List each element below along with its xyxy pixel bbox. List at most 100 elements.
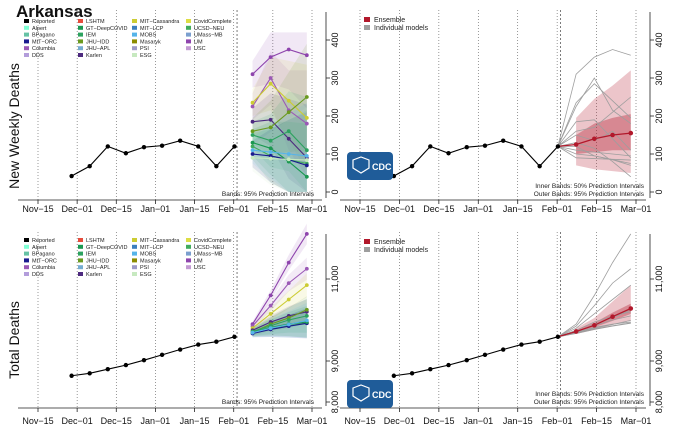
x-tick-label: Mar−01 [621, 416, 652, 426]
legend-label: DDS [32, 53, 44, 59]
x-tick-label: Feb−15 [257, 204, 288, 214]
legend-label: UCSD−NEU [194, 26, 224, 32]
legend-swatch [24, 265, 29, 270]
legend-swatch [364, 247, 370, 252]
y-tick-label: 8,000 [330, 391, 340, 414]
forecast-line [252, 76, 308, 125]
forecast-point [250, 72, 255, 77]
y-tick-label: 9,000 [330, 350, 340, 373]
reported-point [537, 163, 542, 169]
cdc-eagle-icon [352, 156, 370, 174]
reported-point [409, 163, 415, 169]
reported-point [428, 367, 433, 372]
legend-label: JHU−APL [86, 46, 110, 52]
forecast-point [286, 152, 291, 156]
reported-point [391, 373, 397, 378]
legend-swatch [24, 19, 29, 23]
legend-swatch [78, 25, 83, 30]
x-tick-label: Nov−15 [344, 204, 375, 214]
legend-swatch [132, 19, 137, 23]
prediction-band [252, 106, 307, 192]
legend-swatch [364, 25, 370, 30]
legend-swatch [24, 32, 29, 37]
forecast-point [286, 47, 291, 52]
legend-swatch [24, 39, 29, 44]
legend-swatch [78, 46, 83, 51]
legend-swatch [24, 25, 29, 30]
forecast-line [252, 284, 308, 329]
forecast-point [286, 110, 291, 115]
legend-swatch [24, 53, 29, 57]
legend-swatch [78, 238, 83, 242]
y-tick-label: 100 [330, 146, 340, 161]
reported-point [555, 334, 561, 340]
x-tick-label: Feb−15 [581, 204, 612, 214]
reported-point [159, 352, 165, 358]
individual-model-line [557, 146, 631, 161]
forecast-point [304, 266, 309, 271]
legend-label: USC [194, 265, 206, 271]
legend-label: MOBS [140, 252, 157, 258]
reported-point [537, 339, 542, 344]
individual-model-line [557, 320, 631, 338]
forecast-point [304, 158, 309, 162]
legend-label: Reported [32, 19, 55, 25]
legend-label: CovidComplete [194, 19, 232, 25]
ensemble-point [628, 130, 634, 136]
x-tick-label: Jan−15 [503, 416, 533, 426]
forecast-point [250, 155, 255, 160]
outer-band [576, 285, 631, 334]
reported-point [519, 342, 524, 347]
legend-label: MIT−Cassandra [140, 19, 180, 25]
forecast-point [304, 163, 309, 168]
forecast-point [250, 144, 255, 149]
forecast-point [268, 303, 273, 308]
legend-label: IEM [86, 33, 96, 39]
legend-label: DDS [32, 272, 44, 278]
legend-label: UCSD−NEU [194, 245, 224, 251]
panel-top-right: Nov−15 Dec−01 Dec−15 Jan−01 Jan−15 Feb−01 Feb−… [340, 10, 664, 214]
x-tick-label: Dec−15 [423, 204, 454, 214]
x-tick-label: Jan−01 [141, 204, 171, 214]
legend-label: ESG [140, 53, 152, 59]
reported-point [177, 347, 183, 352]
panel-bottom-right: Nov−15 Dec−01 Dec−15 Jan−01 Jan−15 Feb−01 Feb−… [340, 232, 664, 426]
legend-swatch [132, 238, 137, 242]
forecast-line [252, 48, 307, 75]
reported-point [177, 138, 183, 143]
legend-swatch [132, 272, 137, 276]
legend-label: MIT−ORC [32, 39, 57, 45]
forecast-point [268, 146, 273, 151]
forecast-line [252, 142, 308, 178]
reported-point [464, 144, 469, 150]
x-tick-label: Dec−15 [101, 416, 132, 426]
forecast-point [268, 293, 273, 298]
y-axis-label: Total Deaths [6, 301, 22, 379]
reported-point [87, 371, 92, 376]
forecast-point [286, 98, 291, 103]
forecast-point [304, 314, 309, 318]
x-tick-label: Feb−15 [257, 416, 288, 426]
reported-point [123, 151, 129, 156]
reported-point [555, 144, 561, 149]
y-tick-label: 0 [654, 189, 664, 194]
legend-label: Karlen [86, 53, 102, 59]
legend-swatch [132, 25, 137, 30]
reported-point [482, 352, 488, 358]
reported-line [71, 336, 235, 377]
x-tick-label: Nov−15 [22, 416, 53, 426]
ensemble-point [610, 314, 615, 320]
forecast-point [268, 311, 273, 316]
reported-point [214, 339, 219, 344]
legend-swatch [78, 39, 83, 44]
forecast-point [250, 133, 255, 137]
forecast-point [304, 121, 309, 126]
forecast-point [304, 148, 309, 153]
legend-label: Ensemble [374, 239, 405, 246]
reported-point [232, 144, 237, 149]
reported-point [123, 362, 129, 368]
forecast-point [250, 119, 255, 124]
individual-model-line [557, 322, 631, 338]
